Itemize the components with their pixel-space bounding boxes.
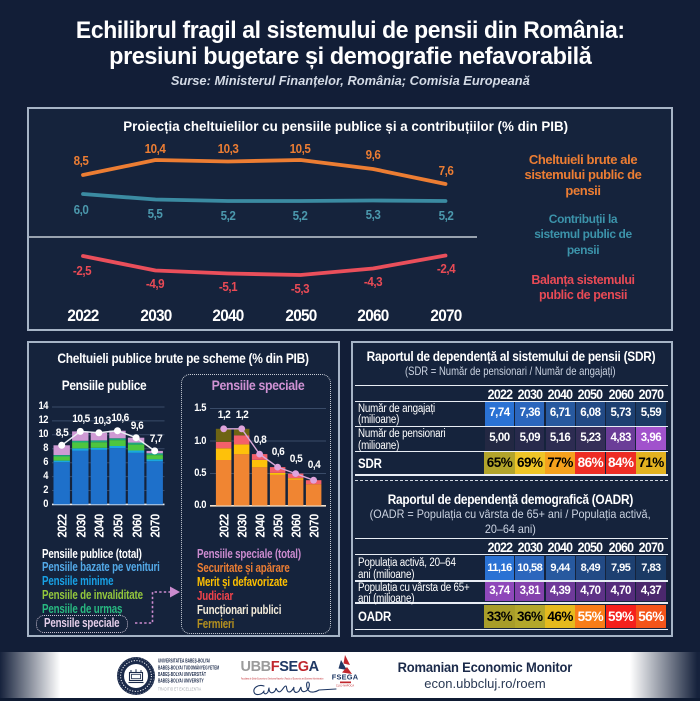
svg-text:CLUJ-NAPOCA: CLUJ-NAPOCA <box>336 684 355 688</box>
svg-text:FSEGA: FSEGA <box>332 673 359 682</box>
